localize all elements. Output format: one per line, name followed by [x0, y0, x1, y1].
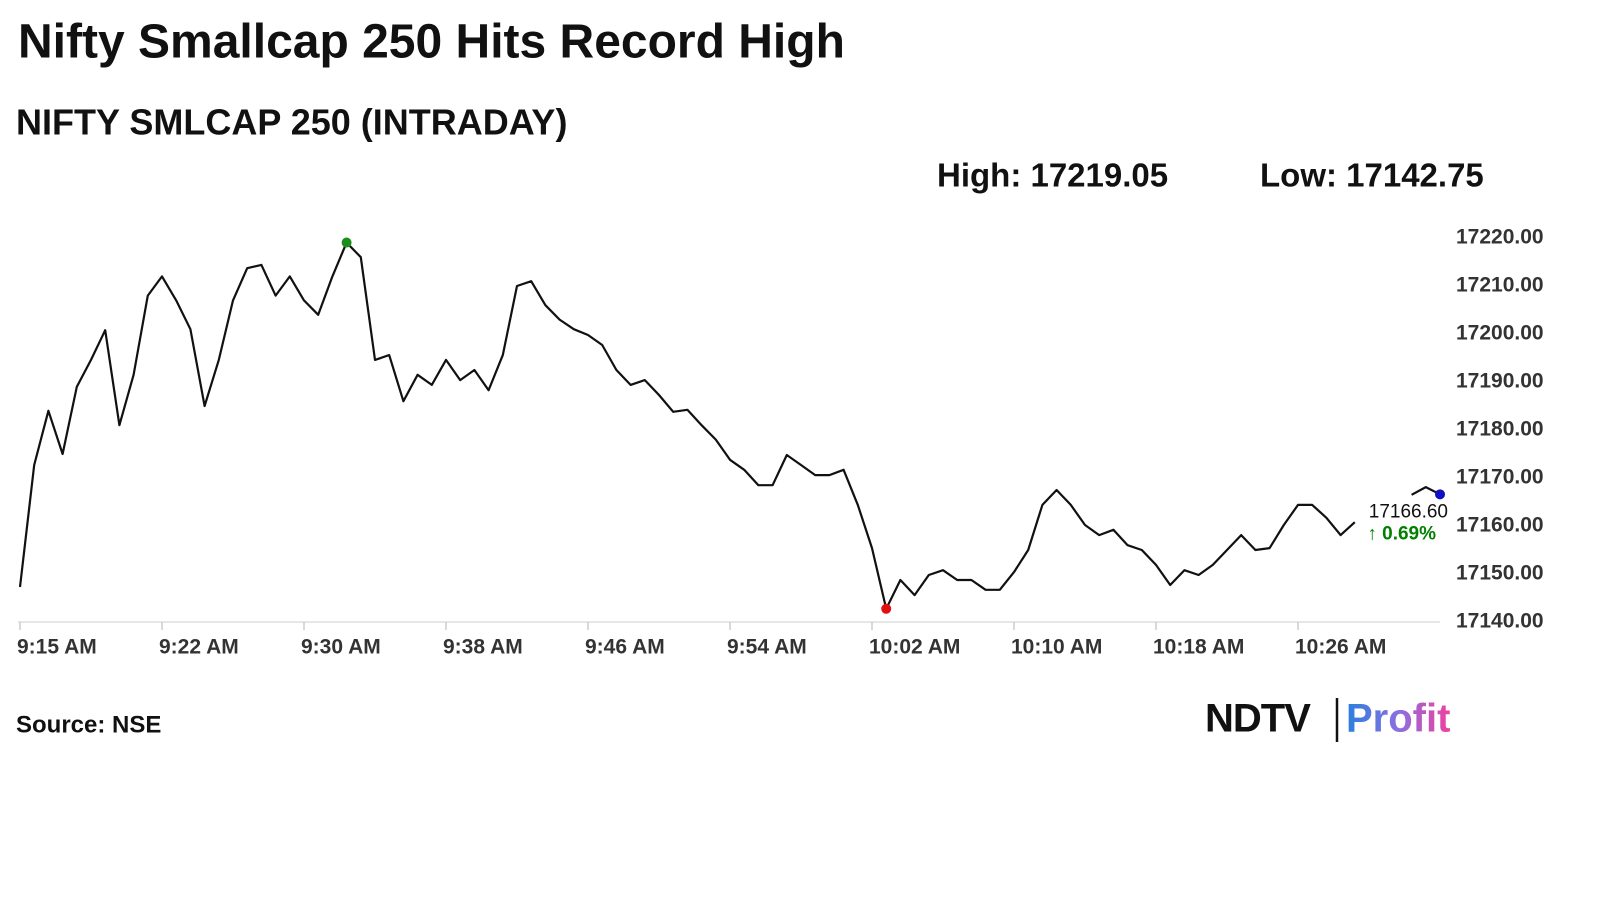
y-tick-label: 17180.00	[1456, 418, 1544, 441]
y-tick-label: 17150.00	[1456, 562, 1544, 585]
x-tick-label: 9:22 AM	[159, 636, 239, 659]
last-value-label: 17166.60	[1369, 501, 1448, 522]
x-tick-label: 10:02 AM	[869, 636, 960, 659]
x-tick-label: 9:54 AM	[727, 636, 807, 659]
y-tick-label: 17190.00	[1456, 370, 1544, 393]
source: Source: NSE	[16, 711, 161, 738]
low-label: Low: 17142.75	[1260, 157, 1484, 194]
change-label: ↑ 0.69%	[1367, 523, 1436, 544]
y-tick-label: 17220.00	[1456, 226, 1544, 249]
y-tick-label: 17160.00	[1456, 514, 1544, 537]
chart-subtitle: NIFTY SMLCAP 250 (INTRADAY)	[16, 102, 567, 143]
y-tick-label: 17200.00	[1456, 322, 1544, 345]
logo-profit: Profit	[1346, 697, 1450, 741]
x-tick-label: 10:18 AM	[1153, 636, 1244, 659]
high-label: High: 17219.05	[937, 157, 1168, 194]
x-tick-label: 9:15 AM	[17, 636, 97, 659]
last-marker	[1435, 489, 1445, 500]
y-tick-label: 17210.00	[1456, 274, 1544, 297]
x-tick-label: 9:38 AM	[443, 636, 523, 659]
y-tick-label: 17140.00	[1456, 610, 1544, 633]
price-line	[18, 241, 1441, 610]
y-tick-label: 17170.00	[1456, 466, 1544, 489]
x-tick-label: 10:26 AM	[1295, 636, 1386, 659]
chart-title: Nifty Smallcap 250 Hits Record High	[18, 16, 845, 69]
x-tick-label: 9:30 AM	[301, 636, 381, 659]
logo-ndtv: NDTV	[1205, 697, 1311, 741]
low-marker	[881, 603, 892, 614]
x-tick-label: 9:46 AM	[585, 636, 665, 659]
x-tick-label: 10:10 AM	[1011, 636, 1102, 659]
high-marker	[341, 237, 352, 248]
